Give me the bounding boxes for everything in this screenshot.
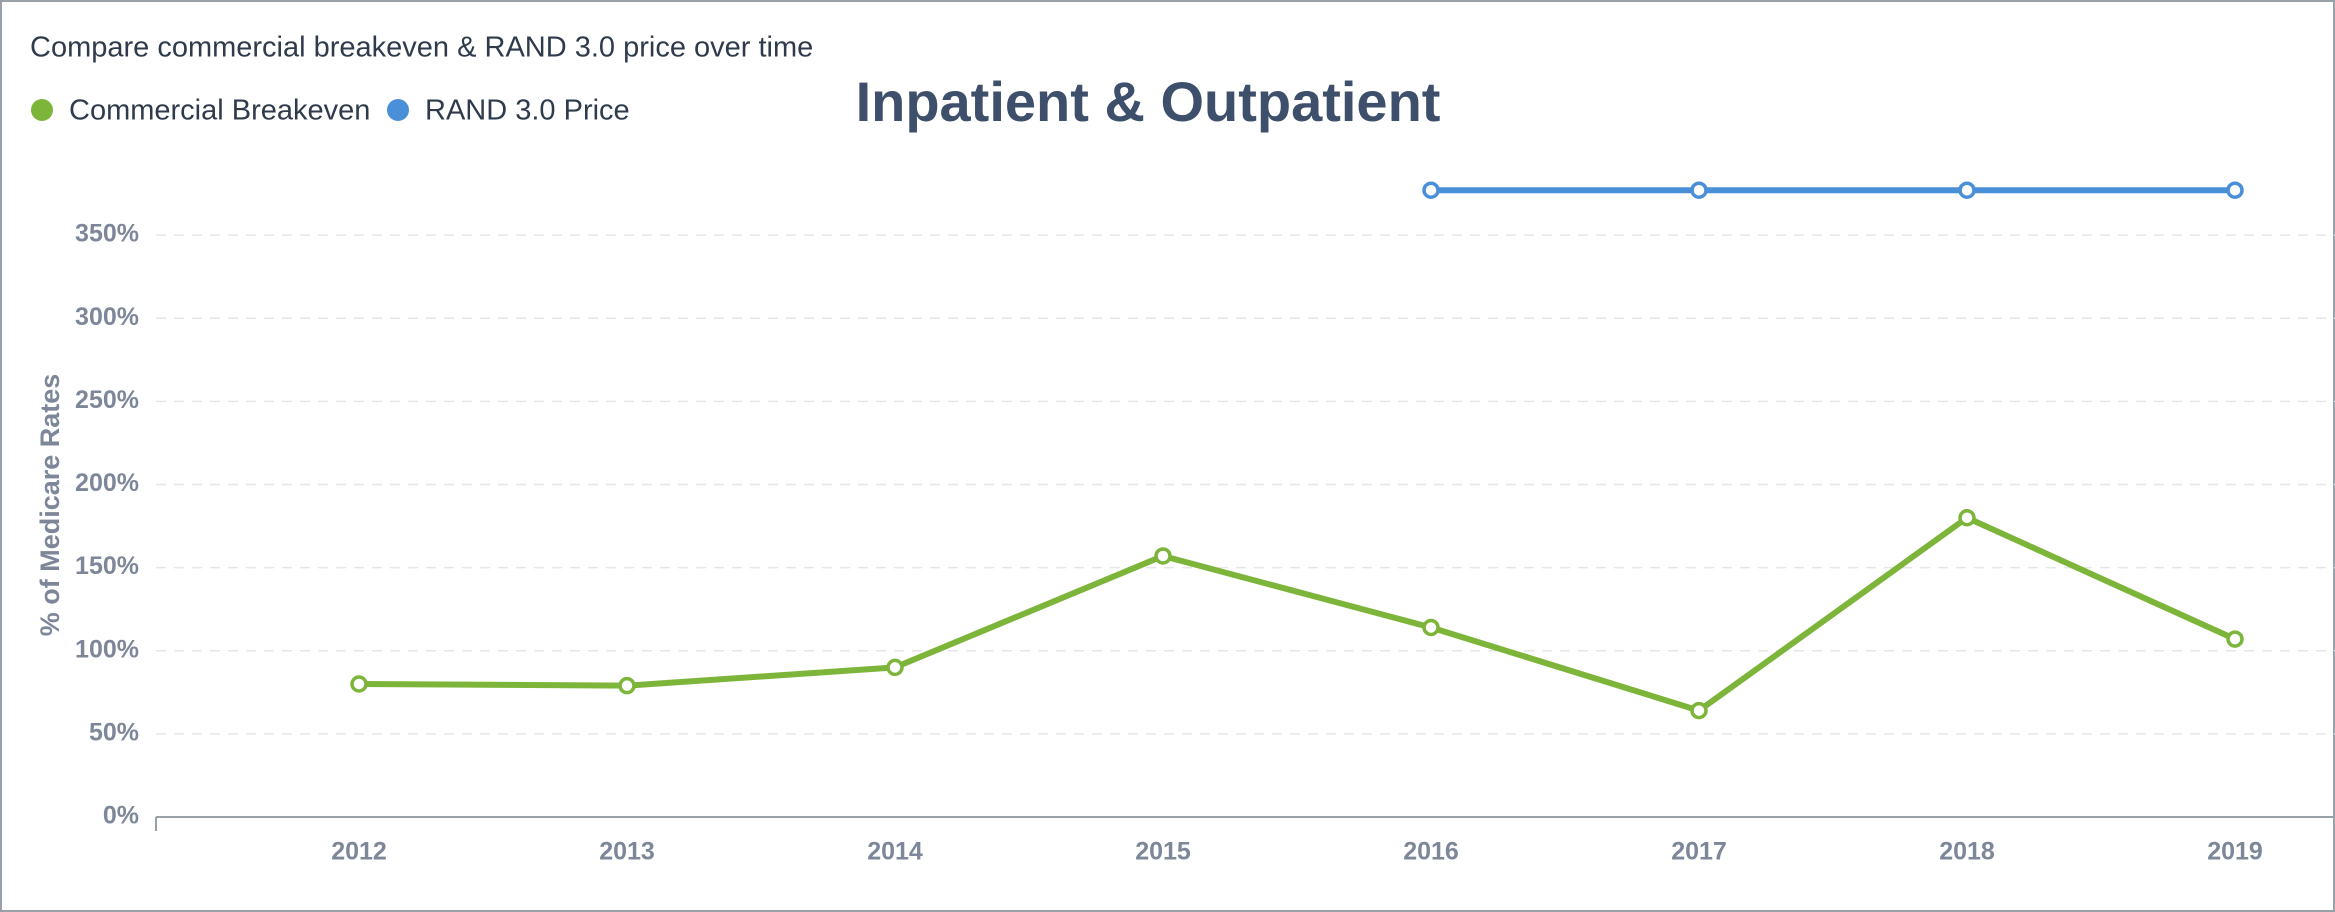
legend-label: Commercial Breakeven [69,95,370,127]
x-tick-label: 2018 [1939,838,1995,866]
chart-subtitle: Compare commercial breakeven & RAND 3.0 … [30,32,813,64]
data-point [618,676,636,695]
x-tick-label: 2014 [867,838,923,866]
x-tick-label: 2017 [1671,838,1727,866]
y-tick-label: 250% [75,386,139,414]
legend-marker [387,99,409,121]
y-tick-label: 0% [103,802,139,830]
x-tick-label: 2016 [1403,838,1459,866]
y-tick-label: 350% [75,220,139,248]
data-point [1958,181,1976,199]
x-tick-label: 2013 [599,838,655,866]
data-point [350,675,368,693]
x-tick-label: 2019 [2207,838,2263,866]
data-point [1422,181,1440,199]
data-point [1958,509,1976,527]
data-point [886,658,904,677]
x-tick-label: 2015 [1135,838,1191,866]
data-point [2226,181,2244,199]
series-line [358,514,2237,714]
y-tick-label: 200% [75,469,139,497]
y-tick-label: 300% [75,303,139,331]
data-point [2226,630,2244,648]
data-point [1422,618,1440,637]
y-tick-label: 100% [75,635,139,663]
y-axis-label: % of Medicare Rates [35,374,65,637]
chart-title: Inpatient & Outpatient [856,70,1441,133]
y-tick-label: 50% [89,718,139,746]
data-point [1690,701,1708,720]
legend-label: RAND 3.0 Price [425,95,630,127]
data-point [1154,547,1172,565]
x-tick-label: 2012 [331,838,387,866]
data-point [1690,181,1708,199]
legend-marker [31,99,53,121]
y-tick-label: 150% [75,552,139,580]
